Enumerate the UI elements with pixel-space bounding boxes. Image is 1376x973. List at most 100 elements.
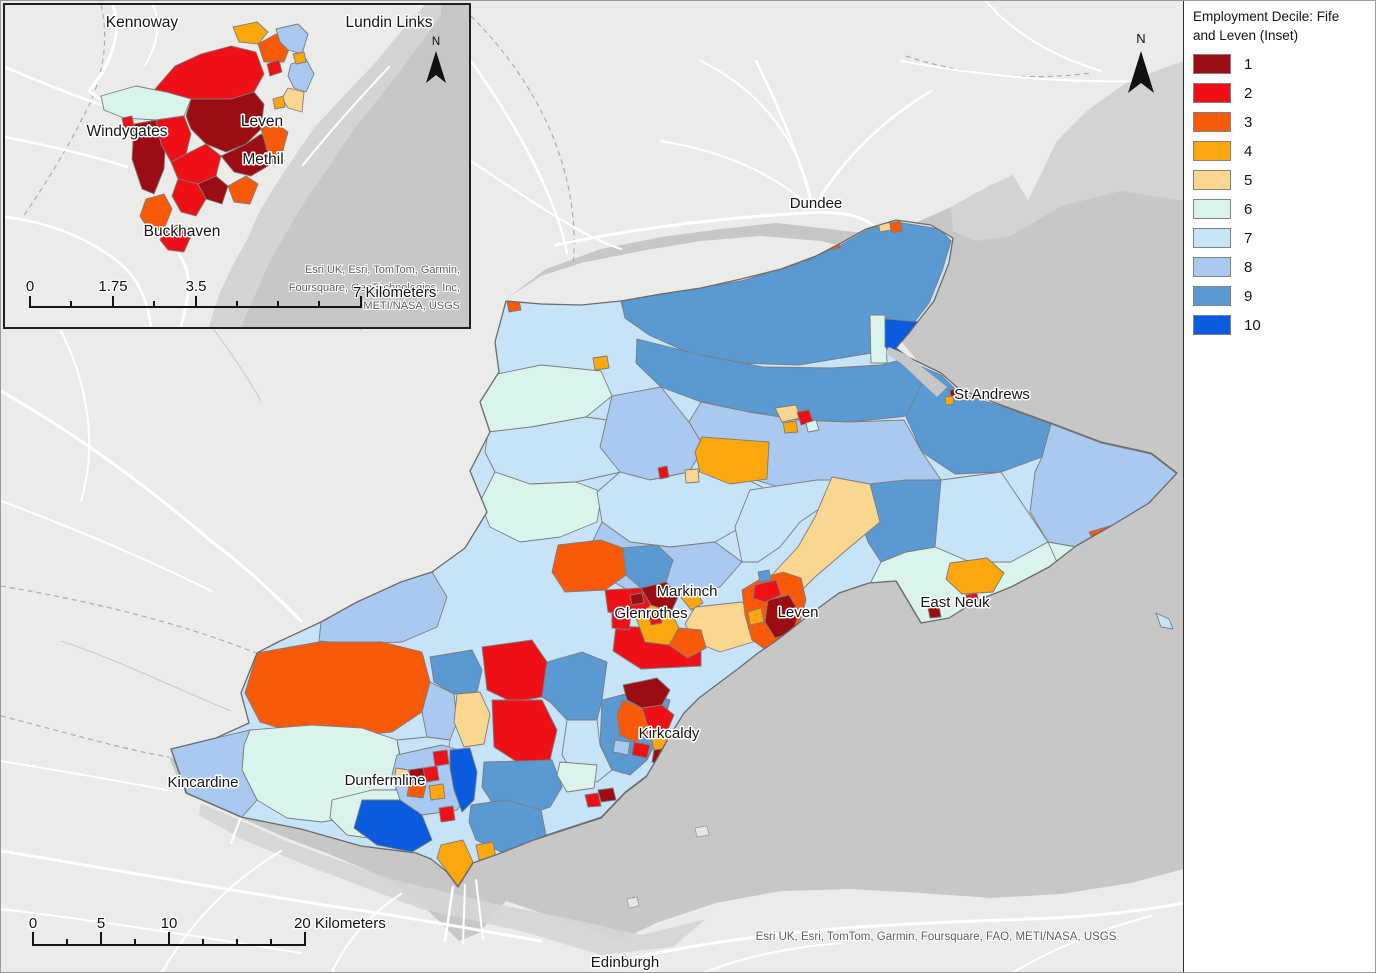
legend-swatch xyxy=(1193,315,1231,336)
legend-item-label: 10 xyxy=(1244,316,1261,334)
legend-item: 2 xyxy=(1193,79,1375,108)
shallow-water xyxy=(199,803,706,955)
district-polygon xyxy=(584,792,602,808)
scale-tick-label: 0 xyxy=(26,278,34,295)
label-markinch: Markinch xyxy=(657,583,718,600)
north-arrow-label: N xyxy=(1136,31,1145,46)
legend-panel: Employment Decile: Fife and Leven (Inset… xyxy=(1185,1,1375,972)
district-polygon xyxy=(393,767,410,785)
scale-tick-label: 10 xyxy=(161,915,178,932)
scale-end-label: 20 Kilometers xyxy=(294,915,386,932)
inset-choropleth xyxy=(100,21,315,253)
north-arrow-icon xyxy=(426,51,446,83)
district-polygon xyxy=(805,419,820,433)
main-map: Dundee St Andrews Markinch Glenrothes Le… xyxy=(1,1,1183,972)
inset-attribution: Esri UK, Esri, TomTom, Garmin, Foursquar… xyxy=(288,263,461,313)
scale-end-label: 7 Kilometers xyxy=(353,284,436,301)
legend-swatch xyxy=(1193,112,1231,133)
legend-item: 6 xyxy=(1193,195,1375,224)
district-polygon xyxy=(1155,612,1174,630)
north-arrow-icon xyxy=(1128,51,1154,93)
legend-item-label: 8 xyxy=(1244,258,1253,276)
district-polygon xyxy=(657,465,670,480)
islands xyxy=(626,612,1174,909)
legend-item: 5 xyxy=(1193,166,1375,195)
district-polygon xyxy=(668,627,707,659)
label-lundin-links: Lundin Links xyxy=(345,14,432,31)
district-polygon xyxy=(481,639,548,703)
attribution-text: METI/NASA, USGS xyxy=(363,300,460,312)
district-polygon xyxy=(292,51,307,65)
district-polygon xyxy=(629,592,645,606)
label-st-andrews: St Andrews xyxy=(954,386,1030,403)
legend-swatch xyxy=(1193,54,1231,75)
inset-shallow-water xyxy=(209,5,441,327)
scale-tick-label: 3.5 xyxy=(186,278,207,295)
legend-swatch xyxy=(1193,257,1231,278)
legend-items: 1 2 3 4 5 6 7 8 9 10 xyxy=(1193,50,1375,340)
district-polygon xyxy=(611,611,632,631)
district-polygon xyxy=(449,747,478,813)
district-polygon xyxy=(227,175,259,205)
inset-map-frame: Kennoway Lundin Links Windygates Leven M… xyxy=(3,3,471,329)
district-polygon xyxy=(197,175,229,205)
district-polygon xyxy=(927,605,942,619)
district-polygon xyxy=(422,765,440,783)
label-glenrothes: Glenrothes xyxy=(614,605,687,622)
inset-map: Kennoway Lundin Links Windygates Leven M… xyxy=(5,5,469,327)
district-polygon xyxy=(272,95,286,110)
district-polygon xyxy=(244,641,431,738)
district-polygon xyxy=(597,787,617,803)
inset-place-labels: Kennoway Lundin Links Windygates Leven M… xyxy=(85,13,434,242)
legend-item: 3 xyxy=(1193,108,1375,137)
district-polygon xyxy=(121,115,135,129)
district-polygon xyxy=(556,761,598,793)
attribution-text: Esri UK, Esri, TomTom, Garmin, Foursquar… xyxy=(756,931,1117,943)
legend-item: 8 xyxy=(1193,253,1375,282)
district-polygon xyxy=(869,314,888,364)
district-polygon xyxy=(678,589,704,611)
legend-swatch xyxy=(1193,141,1231,162)
legend-swatch xyxy=(1193,83,1231,104)
district-polygon xyxy=(551,539,627,593)
legend-item-label: 5 xyxy=(1244,171,1253,189)
district-polygon xyxy=(782,420,799,434)
main-map-frame: Dundee St Andrews Markinch Glenrothes Le… xyxy=(1,1,1184,972)
district-polygon xyxy=(428,783,446,801)
legend-title-line1: Employment Decile: Fife xyxy=(1193,9,1340,24)
legend-item: 10 xyxy=(1193,311,1375,340)
label-kincardine: Kincardine xyxy=(168,774,239,791)
sea xyxy=(169,61,1183,941)
district-polygon xyxy=(757,569,772,583)
scale-tick-label: 5 xyxy=(97,915,105,932)
district-polygon xyxy=(694,436,770,485)
district-polygon xyxy=(734,479,833,563)
label-leven: Leven xyxy=(778,604,819,621)
legend-item-label: 9 xyxy=(1244,287,1253,305)
inset-north-arrow: N xyxy=(426,36,446,83)
district-polygon xyxy=(232,21,269,45)
legend-swatch xyxy=(1193,170,1231,191)
label-edinburgh: Edinburgh xyxy=(591,954,659,971)
label-dunfermline: Dunfermline xyxy=(345,772,426,789)
district-polygon xyxy=(159,223,192,253)
district-polygon xyxy=(266,59,283,77)
district-polygon xyxy=(453,691,491,748)
district-polygon xyxy=(640,581,680,613)
scale-bar: 0 5 10 20 Kilometers xyxy=(28,914,387,946)
district-polygon xyxy=(596,471,763,548)
railway-line xyxy=(22,5,106,218)
district-polygon xyxy=(287,58,315,93)
legend-item-label: 6 xyxy=(1244,200,1253,218)
district-polygon xyxy=(592,355,610,371)
legend-item: 7 xyxy=(1193,224,1375,253)
fife-boundary xyxy=(170,219,1178,888)
attribution-text: Foursquare, GeoTechnologies, Inc, xyxy=(289,282,460,294)
district-polygon xyxy=(747,607,765,626)
legend-title: Employment Decile: Fife and Leven (Inset… xyxy=(1193,8,1375,46)
district-polygon xyxy=(406,783,427,799)
district-polygon xyxy=(612,739,631,756)
label-kirkcaldy: Kirkcaldy xyxy=(639,725,700,742)
district-polygon xyxy=(438,805,456,823)
legend-item: 1 xyxy=(1193,50,1375,79)
